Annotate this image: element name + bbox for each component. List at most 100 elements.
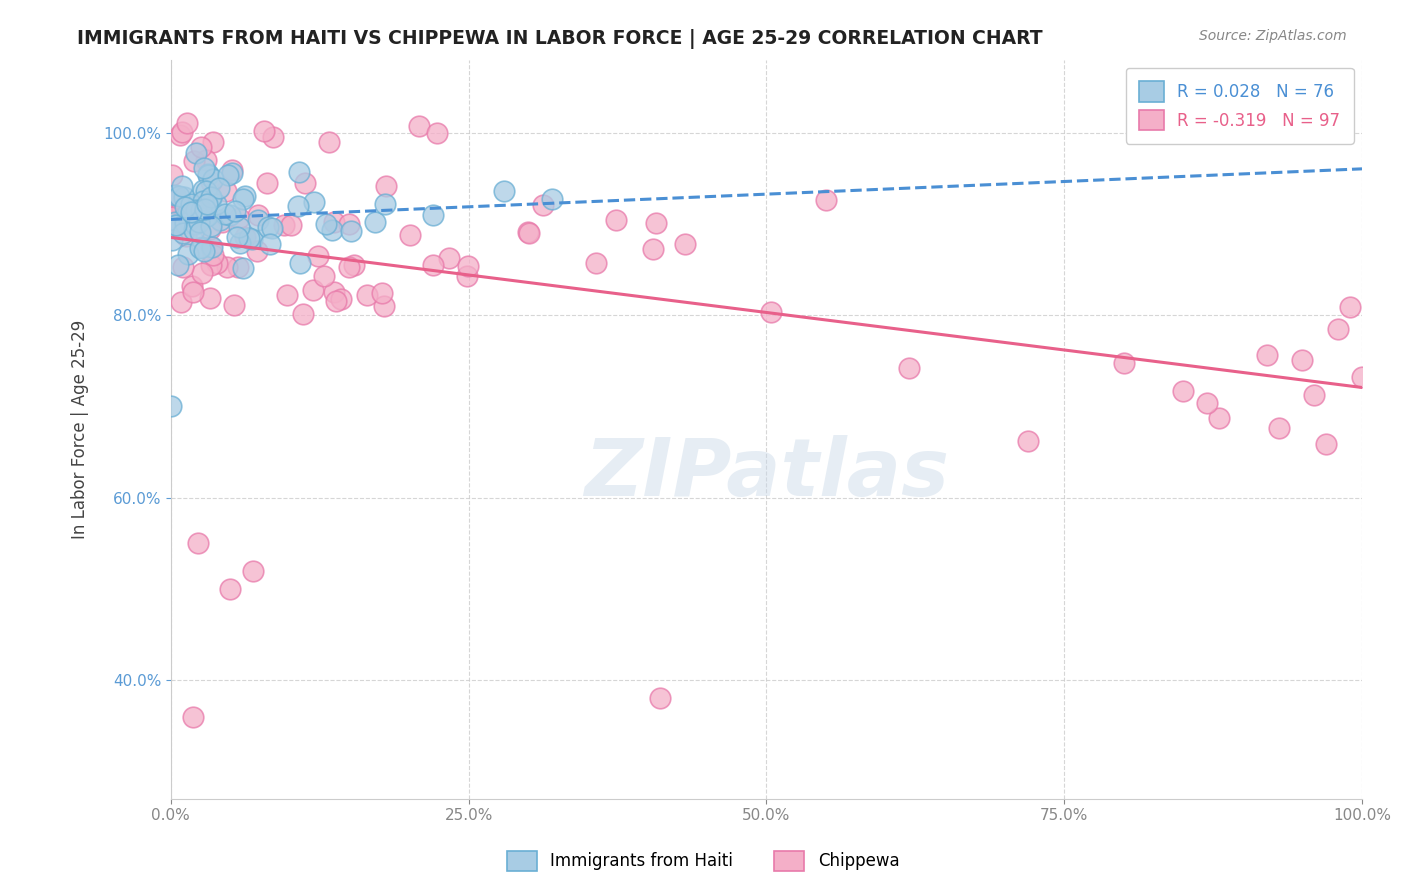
- Point: [170, 178, 193, 193]
- Point: [1208, 411, 1230, 425]
- Point: [197, 167, 219, 181]
- Point: [201, 240, 224, 254]
- Point: [260, 221, 283, 235]
- Point: [165, 189, 187, 203]
- Point: [174, 229, 197, 244]
- Point: [759, 305, 782, 319]
- Point: [169, 128, 191, 142]
- Legend: Immigrants from Haiti, Chippewa: Immigrants from Haiti, Chippewa: [498, 842, 908, 880]
- Point: [221, 166, 243, 180]
- Point: [214, 207, 236, 221]
- Point: [325, 293, 347, 308]
- Point: [183, 153, 205, 168]
- Point: [211, 214, 233, 228]
- Point: [371, 286, 394, 301]
- Point: [337, 217, 360, 231]
- Text: Source: ZipAtlas.com: Source: ZipAtlas.com: [1199, 29, 1347, 43]
- Point: [190, 139, 212, 153]
- Point: [643, 242, 665, 256]
- Point: [180, 205, 202, 219]
- Point: [374, 178, 396, 193]
- Point: [197, 168, 219, 182]
- Point: [321, 223, 343, 237]
- Point: [177, 247, 200, 261]
- Point: [217, 169, 239, 183]
- Point: [426, 126, 449, 140]
- Point: [184, 203, 207, 218]
- Point: [307, 249, 329, 263]
- Point: [1112, 355, 1135, 369]
- Point: [1303, 388, 1326, 402]
- Point: [202, 135, 225, 149]
- Point: [517, 226, 540, 240]
- Point: [422, 208, 444, 222]
- Point: [645, 216, 668, 230]
- Point: [262, 130, 284, 145]
- Point: [215, 184, 238, 198]
- Point: [194, 202, 217, 216]
- Point: [177, 213, 200, 227]
- Point: [163, 215, 186, 229]
- Point: [312, 268, 335, 283]
- Point: [337, 260, 360, 274]
- Point: [198, 291, 221, 305]
- Point: [422, 258, 444, 272]
- Point: [238, 231, 260, 245]
- Point: [191, 240, 214, 254]
- Point: [356, 288, 378, 302]
- Point: [315, 217, 337, 231]
- Legend: R = 0.028   N = 76, R = -0.319   N = 97: R = 0.028 N = 76, R = -0.319 N = 97: [1126, 68, 1354, 144]
- Point: [294, 176, 316, 190]
- Point: [184, 145, 207, 160]
- Point: [163, 187, 186, 202]
- Point: [494, 184, 516, 198]
- Point: [202, 172, 225, 186]
- Point: [194, 184, 217, 198]
- Point: [457, 259, 479, 273]
- Point: [188, 225, 211, 239]
- Point: [280, 218, 302, 232]
- Point: [167, 258, 190, 272]
- Point: [165, 202, 187, 216]
- Point: [1256, 348, 1278, 362]
- Point: [226, 260, 249, 274]
- Point: [160, 233, 183, 247]
- Point: [224, 297, 246, 311]
- Point: [531, 198, 554, 212]
- Point: [221, 163, 243, 178]
- Point: [181, 279, 204, 293]
- Point: [1017, 434, 1039, 448]
- Point: [292, 307, 315, 321]
- Point: [176, 204, 198, 219]
- Point: [173, 210, 195, 224]
- Point: [240, 231, 263, 245]
- Point: [232, 260, 254, 275]
- Point: [209, 212, 232, 227]
- Point: [183, 223, 205, 237]
- Point: [364, 215, 387, 229]
- Point: [1315, 436, 1337, 450]
- Point: [187, 536, 209, 550]
- Point: [585, 256, 607, 270]
- Point: [167, 189, 190, 203]
- Point: [172, 260, 194, 275]
- Point: [194, 210, 217, 224]
- Point: [172, 226, 194, 240]
- Point: [247, 213, 270, 227]
- Point: [374, 196, 396, 211]
- Point: [322, 214, 344, 228]
- Point: [180, 197, 202, 211]
- Point: [201, 248, 224, 262]
- Point: [233, 230, 256, 244]
- Point: [184, 217, 207, 231]
- Point: [200, 219, 222, 234]
- Point: [173, 216, 195, 230]
- Point: [259, 236, 281, 251]
- Point: [193, 161, 215, 175]
- Point: [228, 211, 250, 225]
- Point: [219, 208, 242, 222]
- Point: [257, 220, 280, 235]
- Point: [408, 119, 430, 133]
- Point: [343, 258, 366, 272]
- Point: [160, 169, 183, 183]
